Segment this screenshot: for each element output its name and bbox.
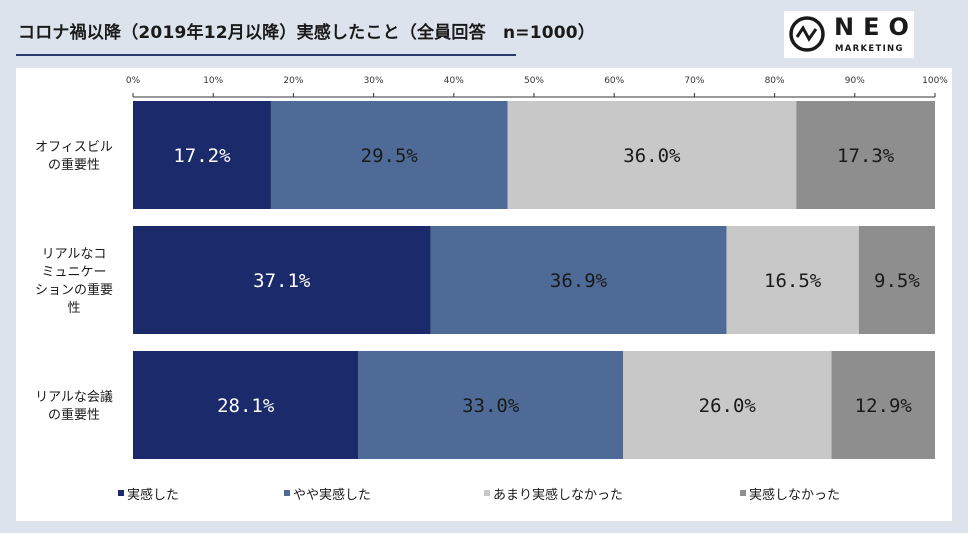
category-label-line: ミュニケー [41,265,106,280]
logo-pulse-icon [789,16,825,52]
bar-segment [623,351,832,459]
x-tick-label: 80% [765,76,785,86]
category-label-line: リアルなコ [42,247,107,262]
x-tick-label: 10% [203,76,223,86]
x-tick-label: 70% [684,76,704,86]
bar-segment [726,226,859,334]
category-label-line: ションの重要 [35,282,113,298]
legend-swatch [740,490,746,496]
bar-segment [133,226,431,334]
bar-segment [430,226,727,334]
category-label-line: オフィスビル [35,140,113,155]
logo-brand: NEO [834,13,918,41]
bar-segment [858,226,935,334]
category-label-line: リアルな会議 [35,390,113,405]
data-label: 16.5% [764,270,822,292]
legend-label: やや実感した [293,487,371,503]
data-label: 26.0% [699,395,757,417]
bar-segment [358,351,624,459]
data-label: 9.5% [874,270,920,292]
x-tick-label: 20% [283,76,303,86]
data-label: 33.0% [462,395,520,417]
data-label: 28.1% [217,395,275,417]
category-label-line: 性 [67,301,80,316]
legend-swatch [118,490,124,496]
legend-swatch [284,490,290,496]
bar-segment [831,351,935,459]
bar-segment [507,101,797,209]
x-tick-label: 50% [524,76,544,86]
x-tick-label: 40% [444,76,464,86]
x-tick-label: 90% [845,76,865,86]
category-label-line: の重要性 [48,407,100,423]
data-label: 29.5% [361,145,419,167]
neo-marketing-logo: NEO MARKETING [784,11,914,58]
legend-label: あまり実感しなかった [493,487,623,503]
data-label: 36.0% [623,145,681,167]
chart-panel: 0% 10% 20% 30% 40% 50% 60% 70% 80% 90% 100% 17.2% 29… [16,68,952,521]
bar-segment [133,101,271,209]
stacked-bar-chart: 0% 10% 20% 30% 40% 50% 60% 70% 80% 90% 100% 17.2% 29… [35,76,948,503]
logo-subtext: MARKETING [835,44,904,54]
category-label-line: の重要性 [48,157,100,173]
bar-segment [796,101,935,209]
data-label: 37.1% [253,270,311,292]
chart-title: コロナ禍以降（2019年12月以降）実感したこと（全員回答 n=1000） [18,23,596,43]
bar-segment [270,101,508,209]
legend-swatch [484,490,490,496]
x-tick-label: 30% [364,76,384,86]
title-underline [16,54,516,56]
data-label: 12.9% [855,395,913,417]
category-label: オフィスビルの重要性 [35,140,113,173]
legend-label: 実感しなかった [749,487,840,503]
x-tick-label: 0% [126,76,141,86]
bar-segment [133,351,359,459]
data-label: 36.9% [550,270,608,292]
x-tick-label: 60% [604,76,624,86]
legend-label: 実感した [127,487,179,503]
data-label: 17.3% [837,145,895,167]
x-tick-label: 100% [922,76,948,86]
category-label: リアルなコミュニケーションの重要性 [35,247,113,316]
data-label: 17.2% [173,145,231,167]
category-label: リアルな会議の重要性 [35,390,113,423]
